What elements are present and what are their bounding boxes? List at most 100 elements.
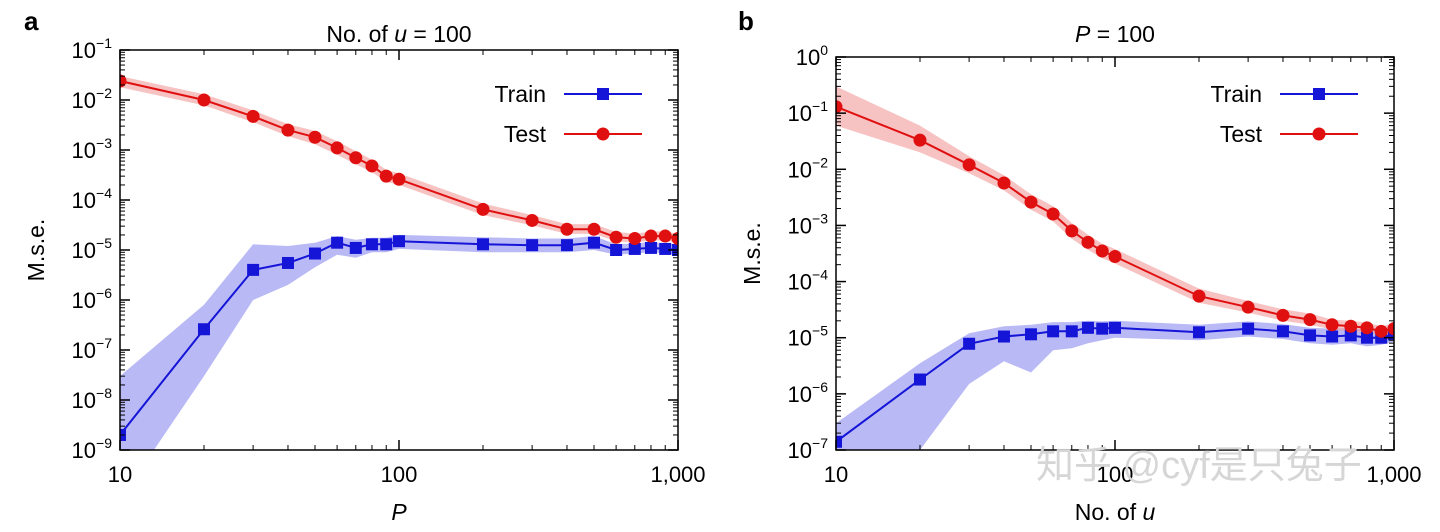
train-point bbox=[281, 256, 294, 269]
y-tick-label: 10−1 bbox=[72, 35, 113, 63]
test-point bbox=[628, 231, 642, 245]
test-point bbox=[525, 213, 539, 227]
test-point bbox=[330, 141, 344, 155]
y-tick-exponent: −2 bbox=[96, 85, 112, 101]
y-tick-label: 10−2 bbox=[72, 85, 113, 113]
test-point bbox=[1360, 321, 1374, 335]
panel-a-chart: a No. of u = 10010−910−810−710−610−510−41… bbox=[23, 6, 706, 525]
y-tick-exponent: 0 bbox=[820, 42, 828, 58]
title-suffix: = 100 bbox=[1090, 21, 1155, 47]
y-tick-label: 10−6 bbox=[788, 379, 829, 407]
test-point bbox=[308, 130, 322, 144]
y-tick-exponent: −4 bbox=[96, 185, 112, 201]
y-tick-base: 10 bbox=[72, 188, 96, 213]
train-point bbox=[610, 244, 623, 256]
test-point bbox=[1344, 319, 1358, 333]
legend-marker-test bbox=[1312, 127, 1326, 141]
train-point bbox=[659, 242, 672, 255]
y-tick-exponent: −6 bbox=[812, 379, 828, 395]
train-point bbox=[1025, 328, 1038, 341]
test-point bbox=[1387, 322, 1394, 336]
test-point bbox=[120, 74, 127, 88]
train-error-band bbox=[120, 234, 678, 450]
y-tick-base: 10 bbox=[72, 438, 96, 463]
y-tick-exponent: −1 bbox=[96, 35, 112, 51]
y-tick-base: 10 bbox=[72, 388, 96, 413]
test-point bbox=[1081, 235, 1095, 249]
test-point bbox=[1095, 244, 1109, 258]
train-point bbox=[628, 242, 641, 255]
x-axis-label: No. of u bbox=[1075, 499, 1156, 525]
test-point bbox=[281, 123, 295, 137]
title-suffix: = 100 bbox=[407, 21, 472, 47]
test-point bbox=[1325, 318, 1339, 332]
legend-marker-train bbox=[1313, 88, 1325, 100]
test-point bbox=[246, 109, 260, 123]
watermark-text: 知乎 @cyf是只兔子 bbox=[1036, 445, 1362, 487]
train-point bbox=[997, 330, 1010, 343]
test-point bbox=[997, 176, 1011, 190]
test-point bbox=[349, 151, 363, 165]
legend-marker-train bbox=[597, 88, 609, 100]
test-point bbox=[1192, 289, 1206, 303]
panel-letter: a bbox=[24, 6, 39, 36]
y-tick-exponent: −1 bbox=[812, 98, 828, 114]
y-tick-label: 10−4 bbox=[788, 267, 829, 295]
panel-letter: b bbox=[738, 6, 754, 36]
train-point bbox=[836, 435, 842, 448]
test-point bbox=[1046, 207, 1060, 221]
test-point bbox=[197, 93, 211, 107]
title-variable: P bbox=[1075, 21, 1091, 47]
train-point bbox=[560, 239, 573, 252]
y-tick-exponent: −8 bbox=[96, 385, 112, 401]
y-tick-base: 10 bbox=[796, 45, 820, 70]
test-point bbox=[365, 159, 379, 173]
x-axis-label: P bbox=[391, 499, 407, 525]
y-tick-base: 10 bbox=[788, 101, 812, 126]
y-tick-base: 10 bbox=[788, 270, 812, 295]
y-tick-base: 10 bbox=[788, 326, 812, 351]
train-point bbox=[1242, 322, 1255, 335]
train-point bbox=[526, 239, 539, 252]
test-error-band bbox=[836, 86, 1394, 336]
legend-label-test: Test bbox=[504, 121, 547, 147]
test-point bbox=[644, 229, 658, 243]
y-tick-base: 10 bbox=[788, 382, 812, 407]
y-tick-exponent: −4 bbox=[812, 267, 828, 283]
test-point bbox=[1108, 249, 1122, 263]
test-point bbox=[587, 222, 601, 236]
test-point bbox=[1024, 195, 1038, 209]
train-point bbox=[1065, 325, 1078, 338]
test-point bbox=[913, 133, 927, 147]
y-tick-label: 10−7 bbox=[72, 335, 113, 363]
test-point bbox=[392, 172, 406, 186]
test-point bbox=[1276, 308, 1290, 322]
legend-label-train: Train bbox=[494, 81, 546, 107]
y-tick-exponent: −3 bbox=[812, 210, 828, 226]
x-axis-label-prefix: No. of bbox=[1075, 499, 1143, 525]
train-point bbox=[644, 241, 657, 254]
train-point bbox=[247, 263, 260, 276]
y-tick-label: 10−5 bbox=[788, 323, 829, 351]
train-point bbox=[1360, 331, 1373, 344]
train-point bbox=[1109, 321, 1121, 334]
test-point bbox=[609, 230, 623, 244]
y-tick-label: 10−3 bbox=[788, 210, 829, 238]
test-point bbox=[379, 169, 393, 183]
y-axis-label: M.s.e. bbox=[739, 222, 765, 285]
legend-label-train: Train bbox=[1210, 81, 1262, 107]
train-point bbox=[1276, 325, 1289, 338]
train-point bbox=[588, 236, 601, 249]
legend-label-test: Test bbox=[1220, 121, 1263, 147]
y-tick-base: 10 bbox=[72, 338, 96, 363]
train-point bbox=[1192, 326, 1205, 339]
train-point bbox=[476, 238, 489, 251]
y-tick-exponent: −5 bbox=[812, 323, 828, 339]
train-point bbox=[365, 238, 378, 251]
train-point bbox=[1326, 330, 1339, 343]
train-point bbox=[393, 235, 405, 248]
test-error-band bbox=[120, 76, 678, 243]
y-tick-label: 10−8 bbox=[72, 385, 113, 413]
y-tick-label: 10−2 bbox=[788, 154, 829, 182]
y-tick-exponent: −2 bbox=[812, 154, 828, 170]
